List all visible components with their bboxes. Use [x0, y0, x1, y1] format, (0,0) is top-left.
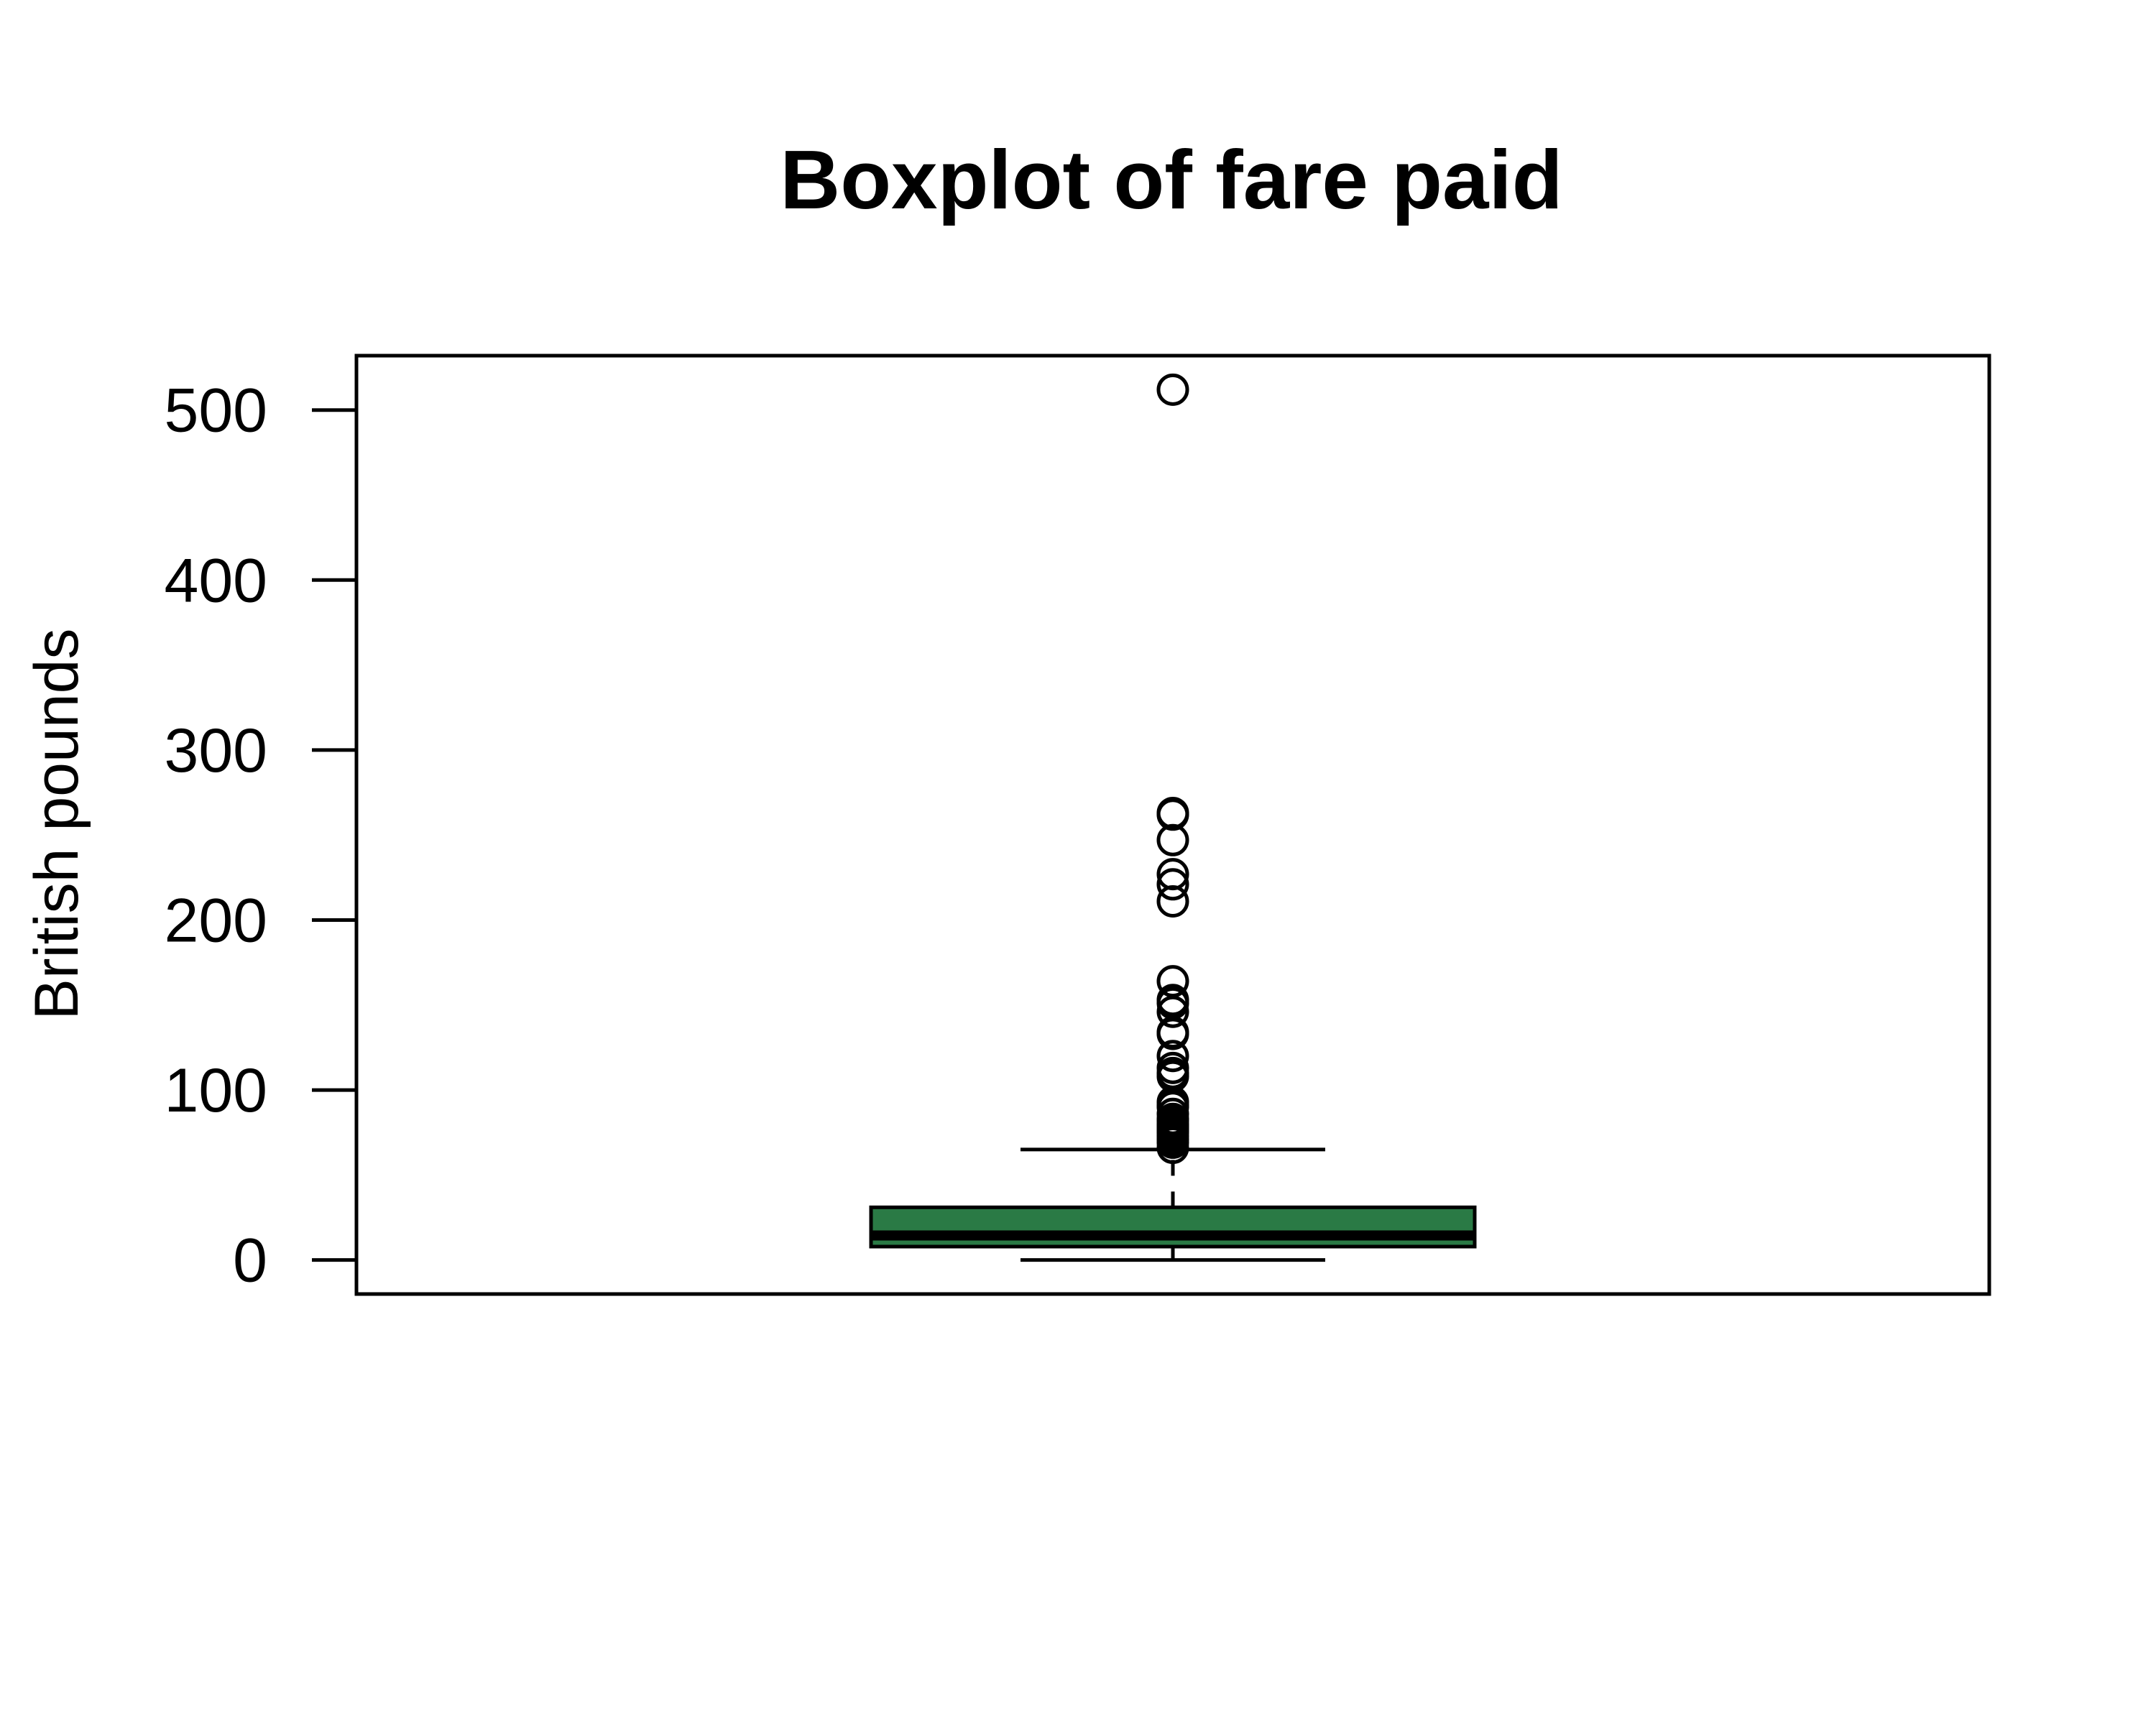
y-tick-label: 200 — [165, 886, 268, 955]
outlier-point — [1156, 373, 1189, 406]
box-plot — [869, 1147, 1477, 1262]
outlier-point — [1156, 965, 1189, 998]
outlier-point — [1156, 884, 1189, 918]
outlier-point — [1156, 1132, 1189, 1165]
outlier-points — [1156, 373, 1189, 1165]
outlier-point — [1156, 1040, 1189, 1073]
y-tick-label: 400 — [165, 546, 268, 615]
y-tick-label: 300 — [165, 716, 268, 785]
outlier-point — [1156, 995, 1189, 1028]
iqr-box — [869, 1205, 1477, 1249]
outlier-point — [1156, 868, 1189, 901]
y-axis-label: British pounds — [22, 629, 91, 1020]
y-tick-label: 500 — [165, 376, 268, 445]
y-tick-label: 100 — [165, 1056, 268, 1125]
outlier-point — [1156, 823, 1189, 856]
outlier-point — [1156, 798, 1189, 831]
outlier-point — [1156, 1017, 1189, 1050]
chart-title: Boxplot of fare paid — [780, 133, 1562, 226]
y-tick-label: 0 — [233, 1226, 267, 1295]
y-axis: 0 100 200 300 400 500 — [165, 376, 359, 1295]
